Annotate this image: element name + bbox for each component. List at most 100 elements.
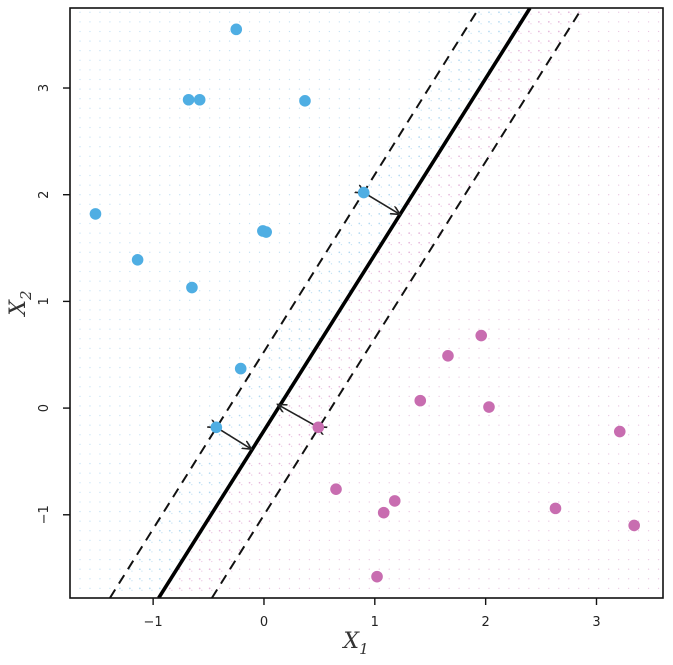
magenta-background-dot — [518, 347, 520, 349]
blue-background-dot — [179, 98, 181, 100]
blue-background-dot — [238, 251, 241, 253]
magenta-background-dot — [528, 88, 530, 90]
blue-background-dot — [238, 318, 241, 321]
magenta-background-dot — [318, 578, 321, 580]
blue-background-dot — [238, 126, 241, 129]
blue-background-dot — [328, 270, 331, 273]
magenta-background-dot — [378, 520, 380, 522]
blue-background-dot — [89, 482, 91, 484]
magenta-background-dot — [657, 386, 660, 388]
magenta-background-dot — [488, 366, 490, 369]
magenta-point-2 — [442, 350, 454, 362]
blue-background-dot — [179, 347, 181, 349]
blue-margin-dot — [320, 291, 323, 294]
blue-background-dot — [328, 174, 331, 177]
magenta-background-dot — [478, 587, 480, 590]
magenta-background-dot — [538, 280, 540, 282]
blue-background-dot — [99, 395, 101, 397]
blue-background-dot — [288, 107, 291, 109]
magenta-background-dot — [618, 357, 620, 359]
magenta-background-dot — [348, 405, 350, 407]
blue-background-dot — [89, 386, 91, 388]
magenta-background-dot — [518, 136, 520, 138]
magenta-background-dot — [388, 414, 390, 417]
magenta-margin-dot — [440, 167, 442, 169]
magenta-background-dot — [308, 491, 311, 494]
blue-margin-dot — [410, 176, 412, 179]
magenta-background-dot — [448, 347, 450, 349]
blue-background-dot — [248, 30, 251, 33]
magenta-background-dot — [657, 50, 660, 52]
magenta-background-dot — [608, 203, 610, 205]
blue-background-dot — [139, 117, 141, 119]
blue-margin-dot — [330, 301, 333, 303]
blue-background-dot — [358, 241, 361, 244]
magenta-background-dot — [488, 299, 490, 301]
blue-background-dot — [99, 405, 101, 407]
magenta-background-dot — [468, 386, 470, 388]
magenta-background-dot — [558, 347, 560, 349]
blue-background-dot — [288, 88, 291, 90]
blue-margin-dot — [300, 320, 303, 323]
blue-background-dot — [109, 414, 111, 417]
magenta-background-dot — [258, 501, 261, 503]
blue-background-dot — [368, 69, 370, 71]
blue-background-dot — [119, 376, 121, 378]
magenta-background-dot — [508, 434, 510, 436]
magenta-background-dot — [618, 318, 620, 321]
blue-margin-dot — [241, 407, 243, 409]
blue-background-dot — [348, 174, 350, 177]
magenta-background-dot — [627, 405, 630, 407]
blue-background-dot — [189, 376, 191, 378]
magenta-background-dot — [657, 251, 660, 253]
blue-background-dot — [169, 213, 171, 215]
magenta-background-dot — [388, 462, 390, 465]
magenta-background-dot — [448, 443, 450, 446]
magenta-background-dot — [538, 194, 540, 196]
blue-background-dot — [199, 30, 201, 33]
blue-background-dot — [238, 184, 241, 186]
blue-background-dot — [169, 117, 171, 119]
blue-background-dot — [258, 222, 261, 225]
magenta-background-dot — [408, 501, 410, 503]
magenta-margin-dot — [490, 99, 492, 102]
blue-background-dot — [99, 443, 101, 446]
blue-background-dot — [248, 136, 251, 138]
magenta-background-dot — [358, 357, 361, 359]
magenta-background-dot — [418, 357, 420, 359]
blue-background-dot — [129, 539, 131, 542]
magenta-margin-dot — [320, 378, 323, 380]
magenta-background-dot — [518, 462, 520, 465]
magenta-background-dot — [268, 472, 271, 475]
blue-background-dot — [258, 69, 261, 71]
magenta-background-dot — [398, 549, 400, 551]
magenta-background-dot — [438, 366, 440, 369]
magenta-background-dot — [508, 443, 510, 446]
magenta-background-dot — [657, 376, 660, 378]
magenta-background-dot — [478, 443, 480, 446]
magenta-background-dot — [647, 251, 650, 253]
magenta-background-dot — [657, 98, 660, 100]
blue-background-dot — [158, 577, 161, 580]
magenta-background-dot — [538, 376, 540, 378]
magenta-background-dot — [538, 40, 540, 42]
blue-background-dot — [129, 242, 131, 244]
magenta-background-dot — [328, 558, 331, 561]
magenta-background-dot — [498, 357, 500, 359]
magenta-background-dot — [588, 232, 590, 234]
blue-background-dot — [209, 222, 211, 225]
magenta-background-dot — [657, 338, 660, 340]
blue-background-dot — [179, 318, 181, 321]
blue-background-dot — [169, 40, 171, 42]
magenta-background-dot — [308, 472, 311, 474]
blue-background-dot — [199, 309, 201, 311]
blue-margin-dot — [280, 359, 283, 361]
blue-background-dot — [378, 59, 380, 61]
blue-background-dot — [318, 232, 321, 234]
blue-background-dot — [139, 203, 141, 205]
blue-background-dot — [129, 270, 131, 273]
magenta-background-dot — [448, 558, 450, 561]
blue-background-dot — [198, 481, 201, 484]
magenta-background-dot — [528, 222, 530, 225]
blue-background-dot — [338, 184, 340, 186]
